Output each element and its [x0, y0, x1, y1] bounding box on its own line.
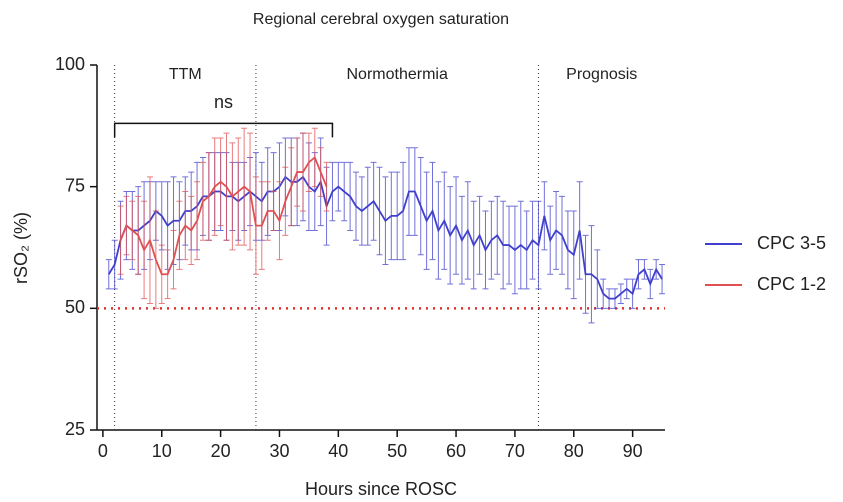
y-tick-label: 50 [65, 297, 85, 317]
x-axis-label: Hours since ROSC [305, 479, 457, 499]
x-tick-label: 0 [98, 441, 108, 461]
x-tick-label: 50 [387, 441, 407, 461]
x-tick-label: 30 [269, 441, 289, 461]
x-tick-label: 20 [211, 441, 231, 461]
phase-label: TTM [169, 66, 202, 83]
x-tick-label: 60 [446, 441, 466, 461]
y-tick-label: 100 [55, 54, 85, 74]
series-line [108, 175, 663, 300]
x-tick-label: 10 [152, 441, 172, 461]
error-bar [105, 259, 112, 290]
chart-title: Regional cerebral oxygen saturation [253, 11, 509, 28]
legend-label: CPC 1-2 [757, 274, 826, 294]
series-line [119, 155, 328, 276]
x-tick-label: 90 [623, 441, 643, 461]
significance-bracket [113, 122, 334, 138]
phase-label: Prognosis [566, 66, 637, 83]
x-tick-label: 40 [328, 441, 348, 461]
x-tick-label: 80 [564, 441, 584, 461]
y-tick-label: 75 [65, 175, 85, 195]
y-tick-label: 25 [65, 419, 85, 439]
error-bar [117, 205, 124, 275]
y-axis-label: rSO₂ (%) [11, 212, 31, 284]
x-tick-label: 70 [505, 441, 525, 461]
legend-label: CPC 3-5 [757, 233, 826, 253]
significance-label: ns [214, 92, 233, 112]
phase-label: Normothermia [347, 66, 448, 83]
